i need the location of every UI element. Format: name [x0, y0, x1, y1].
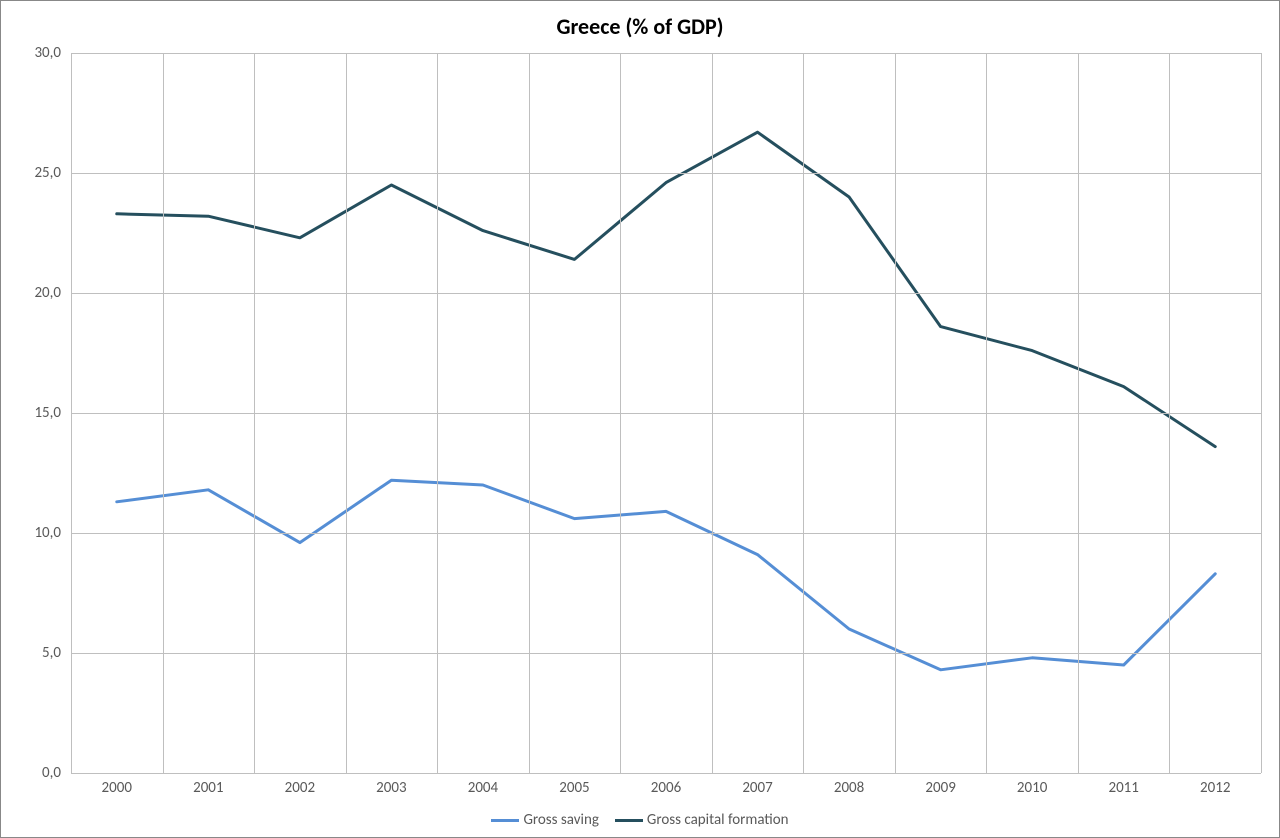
x-tick-label: 2012 [1200, 773, 1230, 797]
gridline-vertical [986, 53, 987, 773]
x-tick-label: 2002 [285, 773, 315, 797]
gridline [71, 53, 1261, 54]
x-tick-label: 2007 [742, 773, 772, 797]
x-tick-label: 2003 [376, 773, 406, 797]
y-tick-label: 10,0 [34, 524, 71, 542]
gridline-vertical [254, 53, 255, 773]
gridline-vertical [346, 53, 347, 773]
y-tick-label: 5,0 [42, 644, 71, 662]
gridline-vertical [163, 53, 164, 773]
gridline [71, 533, 1261, 534]
legend: Gross saving Gross capital formation [1, 809, 1279, 830]
x-tick-label: 2009 [925, 773, 955, 797]
x-tick-label: 2006 [651, 773, 681, 797]
legend-item: Gross capital formation [615, 811, 789, 829]
gridline-vertical [712, 53, 713, 773]
x-tick-label: 2005 [559, 773, 589, 797]
plot-area: 0,05,010,015,020,025,030,020002001200220… [71, 53, 1261, 773]
legend-swatch [615, 819, 643, 822]
x-tick-label: 2010 [1017, 773, 1047, 797]
gridline-vertical [1261, 53, 1262, 773]
gridline [71, 653, 1261, 654]
x-tick-label: 2011 [1108, 773, 1138, 797]
plot-left-border [71, 53, 72, 773]
x-tick-label: 2001 [193, 773, 223, 797]
legend-label: Gross capital formation [647, 811, 789, 829]
gridline-vertical [620, 53, 621, 773]
y-tick-label: 0,0 [42, 764, 71, 782]
x-tick-label: 2008 [834, 773, 864, 797]
gridline-vertical [895, 53, 896, 773]
chart-container: Greece (% of GDP) 0,05,010,015,020,025,0… [0, 0, 1280, 838]
gridline-vertical [803, 53, 804, 773]
series-line [117, 132, 1215, 446]
series-line [117, 480, 1215, 670]
gridline-vertical [1078, 53, 1079, 773]
x-tick-label: 2000 [102, 773, 132, 797]
gridline-vertical [437, 53, 438, 773]
legend-label: Gross saving [523, 811, 598, 829]
gridline [71, 413, 1261, 414]
y-tick-label: 20,0 [34, 284, 71, 302]
legend-swatch [491, 819, 519, 822]
gridline [71, 293, 1261, 294]
y-tick-label: 25,0 [34, 164, 71, 182]
legend-item: Gross saving [491, 811, 598, 829]
gridline-vertical [1169, 53, 1170, 773]
y-tick-label: 15,0 [34, 404, 71, 422]
x-tick-label: 2004 [468, 773, 498, 797]
y-tick-label: 30,0 [34, 44, 71, 62]
chart-title: Greece (% of GDP) [1, 13, 1279, 40]
gridline-vertical [529, 53, 530, 773]
gridline [71, 173, 1261, 174]
